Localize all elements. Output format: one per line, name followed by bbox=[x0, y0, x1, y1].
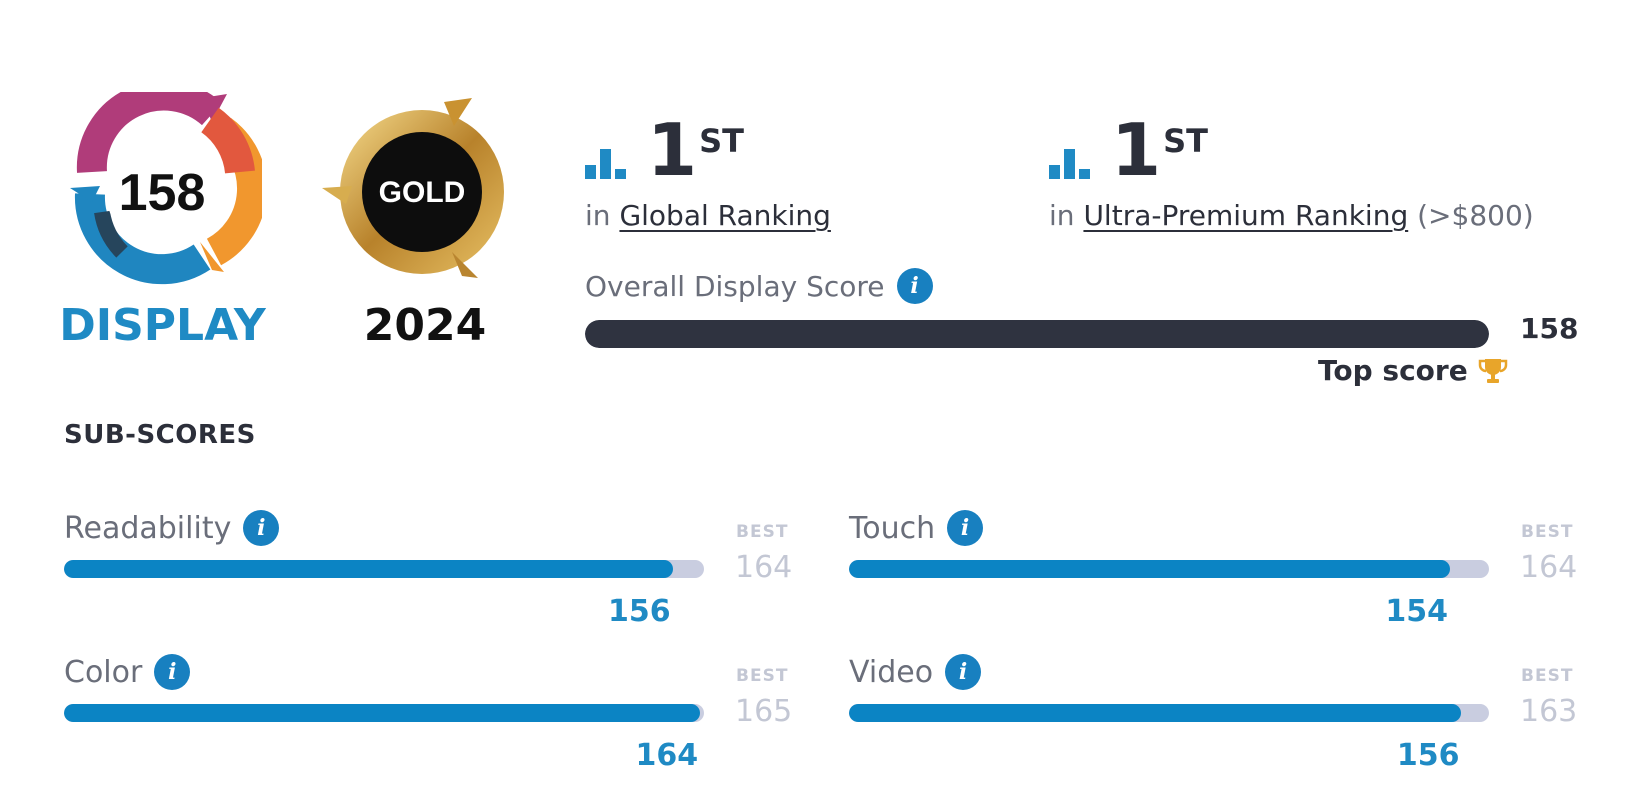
display-score-badge: 158 bbox=[70, 92, 262, 285]
ranking-prefix: in bbox=[585, 199, 611, 232]
global-ranking-link[interactable]: Global Ranking bbox=[619, 199, 831, 232]
top-score-indicator: Top score bbox=[1318, 354, 1508, 387]
subscore-color: Color i BEST 165 164 bbox=[64, 654, 792, 794]
best-value: 164 bbox=[1520, 550, 1578, 585]
ranking-suffix: ST bbox=[699, 122, 744, 160]
overall-score-label-text: Overall Display Score bbox=[585, 269, 885, 303]
gold-award-badge: GOLD bbox=[322, 98, 504, 278]
ranking-price-note: (>$800) bbox=[1417, 199, 1534, 232]
overall-score-value: 158 bbox=[1520, 312, 1579, 345]
gold-badge-label: GOLD bbox=[379, 176, 466, 209]
overall-score-fill bbox=[585, 320, 1489, 348]
overall-score-label: Overall Display Score i bbox=[585, 268, 933, 304]
subscore-touch: Touch i BEST 164 154 bbox=[849, 510, 1577, 650]
global-ranking: 1 ST in Global Ranking bbox=[585, 108, 831, 232]
subscore-bar bbox=[849, 704, 1489, 722]
subscore-video: Video i BEST 163 156 bbox=[849, 654, 1577, 794]
ranking-prefix: in bbox=[1049, 199, 1075, 232]
subscore-bar bbox=[64, 704, 704, 722]
best-label: BEST bbox=[736, 522, 789, 542]
ultra-premium-ranking: 1 ST in Ultra-Premium Ranking (>$800) bbox=[1049, 108, 1534, 232]
subscore-value: 156 bbox=[1396, 738, 1460, 773]
subscore-bar bbox=[849, 560, 1489, 578]
subscore-fill bbox=[64, 704, 701, 722]
best-value: 165 bbox=[735, 694, 793, 729]
best-label: BEST bbox=[1521, 666, 1574, 686]
subscore-bar bbox=[64, 560, 704, 578]
subscore-label: Color bbox=[64, 654, 143, 690]
display-badge-label: DISPLAY bbox=[59, 300, 266, 351]
bar-chart-icon bbox=[1049, 149, 1095, 179]
subscore-readability: Readability i BEST 164 156 bbox=[64, 510, 792, 650]
ultra-premium-ranking-link[interactable]: Ultra-Premium Ranking bbox=[1083, 199, 1409, 232]
best-label: BEST bbox=[736, 666, 789, 686]
ranking-position: 1 bbox=[647, 108, 697, 192]
info-icon[interactable]: i bbox=[243, 510, 280, 546]
info-icon[interactable]: i bbox=[947, 510, 984, 546]
top-score-label: Top score bbox=[1318, 354, 1468, 387]
best-value: 163 bbox=[1520, 694, 1578, 729]
subscore-label: Touch bbox=[849, 510, 936, 546]
info-icon[interactable]: i bbox=[945, 654, 982, 690]
overall-score-bar bbox=[585, 320, 1489, 348]
subscore-fill bbox=[64, 560, 673, 578]
trophy-icon bbox=[1478, 358, 1507, 383]
subscore-fill bbox=[849, 704, 1462, 722]
subscore-value: 164 bbox=[635, 738, 699, 773]
best-value: 164 bbox=[735, 550, 793, 585]
ranking-suffix: ST bbox=[1163, 122, 1208, 160]
display-badge-score: 158 bbox=[119, 164, 206, 222]
subscores-title: SUB-SCORES bbox=[64, 420, 256, 450]
best-label: BEST bbox=[1521, 522, 1574, 542]
info-icon[interactable]: i bbox=[154, 654, 191, 690]
bar-chart-icon bbox=[585, 149, 631, 179]
award-year: 2024 bbox=[363, 300, 487, 351]
info-icon[interactable]: i bbox=[896, 268, 933, 304]
subscore-value: 156 bbox=[608, 594, 671, 629]
subscore-label: Readability bbox=[64, 510, 232, 546]
ranking-position: 1 bbox=[1111, 108, 1161, 192]
subscore-label: Video bbox=[849, 654, 934, 690]
subscore-value: 154 bbox=[1385, 594, 1448, 629]
subscore-fill bbox=[849, 560, 1450, 578]
